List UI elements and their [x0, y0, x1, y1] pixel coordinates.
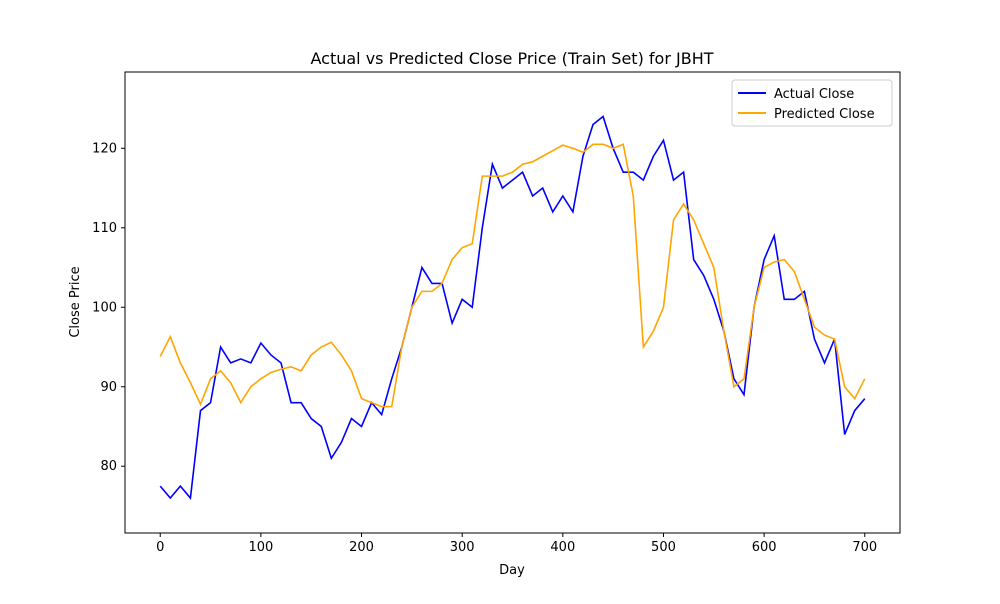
x-tick-label: 300	[450, 540, 475, 555]
y-tick-label: 90	[100, 380, 117, 395]
y-axis-label: Close Price	[68, 266, 83, 337]
x-axis-label: Day	[499, 563, 525, 578]
legend-box	[731, 79, 893, 127]
line-series	[159, 143, 866, 408]
x-tick-label: 0	[156, 540, 164, 555]
legend-label: Actual Close	[774, 87, 854, 102]
x-tick-label: 200	[349, 540, 374, 555]
x-tick-label: 600	[752, 540, 777, 555]
x-tick-label: 400	[550, 540, 575, 555]
chart-title: Actual vs Predicted Close Price (Train S…	[311, 49, 714, 68]
plot-frame	[124, 71, 901, 534]
x-tick-label: 500	[651, 540, 676, 555]
x-tick-label: 700	[852, 540, 877, 555]
y-tick-label: 80	[100, 459, 117, 474]
y-tick-label: 120	[92, 141, 117, 156]
legend-label: Predicted Close	[774, 107, 875, 122]
y-tick-label: 100	[92, 300, 117, 315]
x-tick-label: 100	[248, 540, 273, 555]
y-tick-label: 110	[92, 221, 117, 236]
line-series	[159, 115, 866, 500]
